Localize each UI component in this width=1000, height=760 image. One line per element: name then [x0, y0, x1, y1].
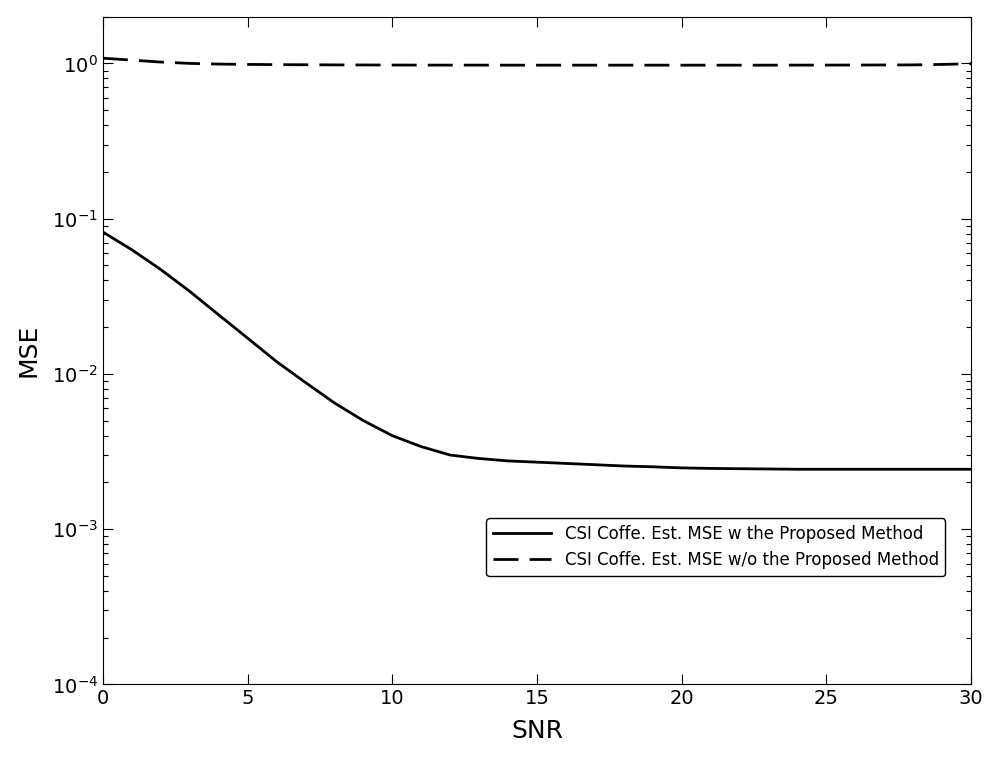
- CSI Coffe. Est. MSE w the Proposed Method: [184, 287, 196, 296]
- CSI Coffe. Est. MSE w/o the Proposed Method: [762, 61, 774, 70]
- CSI Coffe. Est. MSE w/o the Proposed Method: [647, 61, 659, 70]
- CSI Coffe. Est. MSE w the Proposed Method: [936, 464, 948, 473]
- CSI Coffe. Est. MSE w the Proposed Method: [791, 464, 803, 473]
- CSI Coffe. Est. MSE w/o the Proposed Method: [849, 61, 861, 70]
- CSI Coffe. Est. MSE w the Proposed Method: [271, 357, 283, 366]
- CSI Coffe. Est. MSE w/o the Proposed Method: [357, 60, 369, 69]
- CSI Coffe. Est. MSE w/o the Proposed Method: [444, 61, 456, 70]
- CSI Coffe. Est. MSE w the Proposed Method: [415, 442, 427, 451]
- CSI Coffe. Est. MSE w the Proposed Method: [734, 464, 746, 473]
- CSI Coffe. Est. MSE w/o the Proposed Method: [531, 61, 543, 70]
- CSI Coffe. Est. MSE w the Proposed Method: [213, 310, 225, 319]
- CSI Coffe. Est. MSE w/o the Proposed Method: [820, 61, 832, 70]
- CSI Coffe. Est. MSE w the Proposed Method: [849, 464, 861, 473]
- CSI Coffe. Est. MSE w/o the Proposed Method: [415, 61, 427, 70]
- Legend: CSI Coffe. Est. MSE w the Proposed Method, CSI Coffe. Est. MSE w/o the Proposed : CSI Coffe. Est. MSE w the Proposed Metho…: [486, 518, 945, 576]
- Line: CSI Coffe. Est. MSE w/o the Proposed Method: CSI Coffe. Est. MSE w/o the Proposed Met…: [103, 59, 971, 65]
- CSI Coffe. Est. MSE w/o the Proposed Method: [734, 61, 746, 70]
- CSI Coffe. Est. MSE w/o the Proposed Method: [386, 61, 398, 70]
- CSI Coffe. Est. MSE w/o the Proposed Method: [271, 60, 283, 69]
- CSI Coffe. Est. MSE w/o the Proposed Method: [126, 55, 138, 65]
- CSI Coffe. Est. MSE w the Proposed Method: [328, 398, 340, 407]
- CSI Coffe. Est. MSE w the Proposed Method: [676, 464, 688, 473]
- CSI Coffe. Est. MSE w the Proposed Method: [965, 464, 977, 473]
- CSI Coffe. Est. MSE w the Proposed Method: [126, 245, 138, 255]
- CSI Coffe. Est. MSE w the Proposed Method: [762, 464, 774, 473]
- CSI Coffe. Est. MSE w the Proposed Method: [907, 464, 919, 473]
- CSI Coffe. Est. MSE w the Proposed Method: [473, 454, 485, 463]
- CSI Coffe. Est. MSE w the Proposed Method: [705, 464, 717, 473]
- CSI Coffe. Est. MSE w/o the Proposed Method: [473, 61, 485, 70]
- CSI Coffe. Est. MSE w/o the Proposed Method: [791, 61, 803, 70]
- CSI Coffe. Est. MSE w the Proposed Method: [357, 416, 369, 425]
- X-axis label: SNR: SNR: [511, 719, 563, 743]
- CSI Coffe. Est. MSE w/o the Proposed Method: [878, 60, 890, 69]
- CSI Coffe. Est. MSE w/o the Proposed Method: [213, 59, 225, 68]
- CSI Coffe. Est. MSE w/o the Proposed Method: [560, 61, 572, 70]
- CSI Coffe. Est. MSE w the Proposed Method: [531, 458, 543, 467]
- CSI Coffe. Est. MSE w/o the Proposed Method: [299, 60, 311, 69]
- CSI Coffe. Est. MSE w/o the Proposed Method: [705, 61, 717, 70]
- CSI Coffe. Est. MSE w/o the Proposed Method: [676, 61, 688, 70]
- Y-axis label: MSE: MSE: [17, 324, 41, 377]
- CSI Coffe. Est. MSE w/o the Proposed Method: [589, 61, 601, 70]
- CSI Coffe. Est. MSE w the Proposed Method: [97, 227, 109, 236]
- Line: CSI Coffe. Est. MSE w the Proposed Method: CSI Coffe. Est. MSE w the Proposed Metho…: [103, 232, 971, 469]
- CSI Coffe. Est. MSE w/o the Proposed Method: [242, 60, 254, 69]
- CSI Coffe. Est. MSE w the Proposed Method: [560, 459, 572, 468]
- CSI Coffe. Est. MSE w the Proposed Method: [444, 451, 456, 460]
- CSI Coffe. Est. MSE w the Proposed Method: [647, 462, 659, 471]
- CSI Coffe. Est. MSE w the Proposed Method: [820, 464, 832, 473]
- CSI Coffe. Est. MSE w/o the Proposed Method: [965, 59, 977, 68]
- CSI Coffe. Est. MSE w/o the Proposed Method: [502, 61, 514, 70]
- CSI Coffe. Est. MSE w the Proposed Method: [502, 456, 514, 465]
- CSI Coffe. Est. MSE w the Proposed Method: [155, 265, 167, 274]
- CSI Coffe. Est. MSE w the Proposed Method: [299, 378, 311, 387]
- CSI Coffe. Est. MSE w the Proposed Method: [618, 461, 630, 470]
- CSI Coffe. Est. MSE w the Proposed Method: [589, 460, 601, 469]
- CSI Coffe. Est. MSE w the Proposed Method: [242, 334, 254, 343]
- CSI Coffe. Est. MSE w/o the Proposed Method: [618, 61, 630, 70]
- CSI Coffe. Est. MSE w/o the Proposed Method: [97, 54, 109, 63]
- CSI Coffe. Est. MSE w/o the Proposed Method: [936, 60, 948, 69]
- CSI Coffe. Est. MSE w/o the Proposed Method: [155, 58, 167, 67]
- CSI Coffe. Est. MSE w/o the Proposed Method: [184, 59, 196, 68]
- CSI Coffe. Est. MSE w/o the Proposed Method: [907, 60, 919, 69]
- CSI Coffe. Est. MSE w the Proposed Method: [878, 464, 890, 473]
- CSI Coffe. Est. MSE w/o the Proposed Method: [328, 60, 340, 69]
- CSI Coffe. Est. MSE w the Proposed Method: [386, 431, 398, 440]
